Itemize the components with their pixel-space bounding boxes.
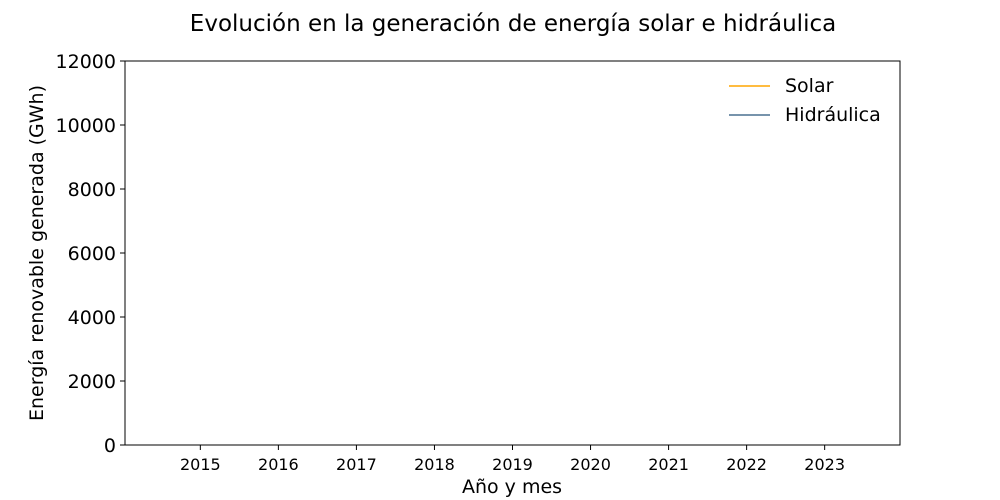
y-tick-label: 2000 xyxy=(68,371,116,393)
x-tick-label: 2016 xyxy=(258,455,299,474)
y-tick-label: 0 xyxy=(104,435,116,457)
x-tick-label: 2017 xyxy=(336,455,377,474)
chart-title: Evolución en la generación de energía so… xyxy=(190,11,836,37)
x-axis-label: Año y mes xyxy=(462,476,562,498)
x-tick-label: 2018 xyxy=(414,455,455,474)
y-tick-label: 12000 xyxy=(56,51,116,73)
y-axis-label: Energía renovable generada (GWh) xyxy=(26,85,48,421)
y-tick-label: 6000 xyxy=(68,243,116,265)
y-tick-label: 8000 xyxy=(68,179,116,201)
x-tick-label: 2023 xyxy=(804,455,845,474)
x-axis: 2015 2016 2017 2018 2019 2020 2021 2022 2023 xyxy=(180,445,845,474)
x-tick-label: 2015 xyxy=(180,455,221,474)
x-tick-label: 2022 xyxy=(726,455,767,474)
x-tick-label: 2020 xyxy=(570,455,611,474)
y-tick-label: 4000 xyxy=(68,307,116,329)
legend-label: Solar xyxy=(785,75,834,97)
y-axis: 0 2000 4000 6000 8000 10000 12000 xyxy=(56,51,125,457)
legend-label: Hidráulica xyxy=(785,104,881,126)
x-tick-label: 2019 xyxy=(492,455,533,474)
x-tick-label: 2021 xyxy=(648,455,689,474)
plot-area-frame xyxy=(124,60,901,446)
legend: Solar Hidráulica xyxy=(729,75,881,126)
y-tick-label: 10000 xyxy=(56,115,116,137)
